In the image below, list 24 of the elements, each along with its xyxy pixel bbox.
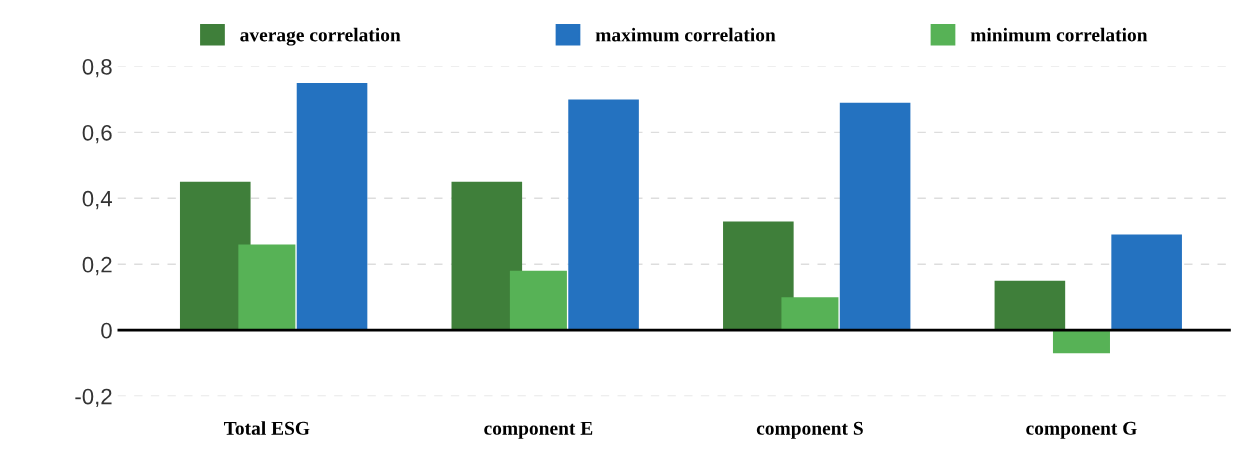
y-tick-label: 0,4 xyxy=(82,190,113,210)
bar xyxy=(238,244,296,331)
bar xyxy=(781,297,839,331)
bar xyxy=(723,221,794,331)
x-tick-label: component G xyxy=(1026,421,1137,439)
x-tick-label: Total ESG xyxy=(224,421,310,435)
y-tick-label: 0 xyxy=(101,322,112,339)
bar xyxy=(839,102,911,331)
y-tick-label: -0,2 xyxy=(75,388,112,408)
legend-label: maximum correlation xyxy=(595,27,776,42)
x-tick-label: component E xyxy=(484,421,593,439)
bar xyxy=(451,181,523,331)
bar xyxy=(1111,234,1182,331)
legend-label: average correlation xyxy=(240,27,401,46)
y-tick-label: 0,2 xyxy=(82,256,112,276)
bar xyxy=(1052,330,1110,354)
bar xyxy=(568,99,639,331)
legend-label: minimum correlation xyxy=(970,27,1148,42)
x-tick-label: component S xyxy=(756,421,863,439)
bar xyxy=(994,280,1066,331)
y-tick-label: 0,8 xyxy=(82,58,112,78)
y-tick-label: 0,6 xyxy=(82,124,112,144)
bar xyxy=(509,270,567,331)
bar xyxy=(296,82,368,331)
